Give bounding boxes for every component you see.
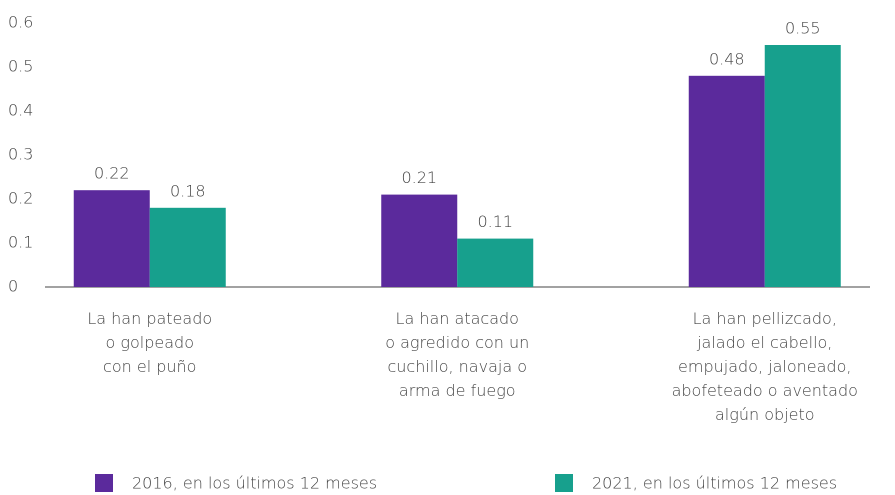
y-tick-label: 0.4 (8, 101, 33, 120)
x-tick-label: La han pellizcado, jalado el cabello, empu… (672, 309, 858, 424)
x-tick-label: La han pateado o golpeado con el puño (87, 309, 212, 376)
label-line: La han pellizcado, (693, 309, 837, 328)
label-line: abofeteado o aventado (672, 381, 858, 400)
value-label: 0.21 (401, 168, 437, 187)
y-tick-label: 0 (8, 277, 18, 296)
label-line: con el puño (103, 357, 196, 376)
legend-swatch (95, 474, 113, 492)
y-tick-label: 0.5 (8, 57, 33, 76)
legend-label: 2016, en los últimos 12 meses (132, 474, 377, 493)
label-line: La han pateado (87, 309, 212, 328)
label-line: o golpeado (106, 333, 194, 352)
bar (764, 45, 841, 287)
value-label: 0.55 (785, 19, 821, 38)
bar (149, 207, 226, 287)
label-line: cuchillo, navaja o (387, 357, 527, 376)
value-label: 0.22 (94, 164, 130, 183)
bar (457, 238, 534, 287)
value-label: 0.48 (709, 49, 745, 68)
x-tick-label: La han atacado o agredido con un cuchillo,… (385, 309, 529, 400)
label-line: arma de fuego (399, 381, 516, 400)
label-line: algún objeto (715, 405, 815, 424)
bar (73, 190, 150, 287)
legend-swatch (555, 474, 573, 492)
y-tick-label: 0.1 (8, 233, 33, 252)
y-tick-label: 0.6 (8, 13, 33, 32)
label-line: empujado, jaloneado, (678, 357, 851, 376)
legend-label: 2021, en los últimos 12 meses (592, 474, 837, 493)
value-label: 0.11 (477, 212, 513, 231)
value-label: 0.18 (170, 181, 206, 200)
bar (381, 194, 458, 287)
label-line: o agredido con un (385, 333, 529, 352)
y-tick-label: 0.3 (8, 145, 33, 164)
bar (688, 75, 765, 287)
label-line: La han atacado (396, 309, 519, 328)
label-line: jalado el cabello, (696, 333, 832, 352)
y-tick-label: 0.2 (8, 189, 33, 208)
